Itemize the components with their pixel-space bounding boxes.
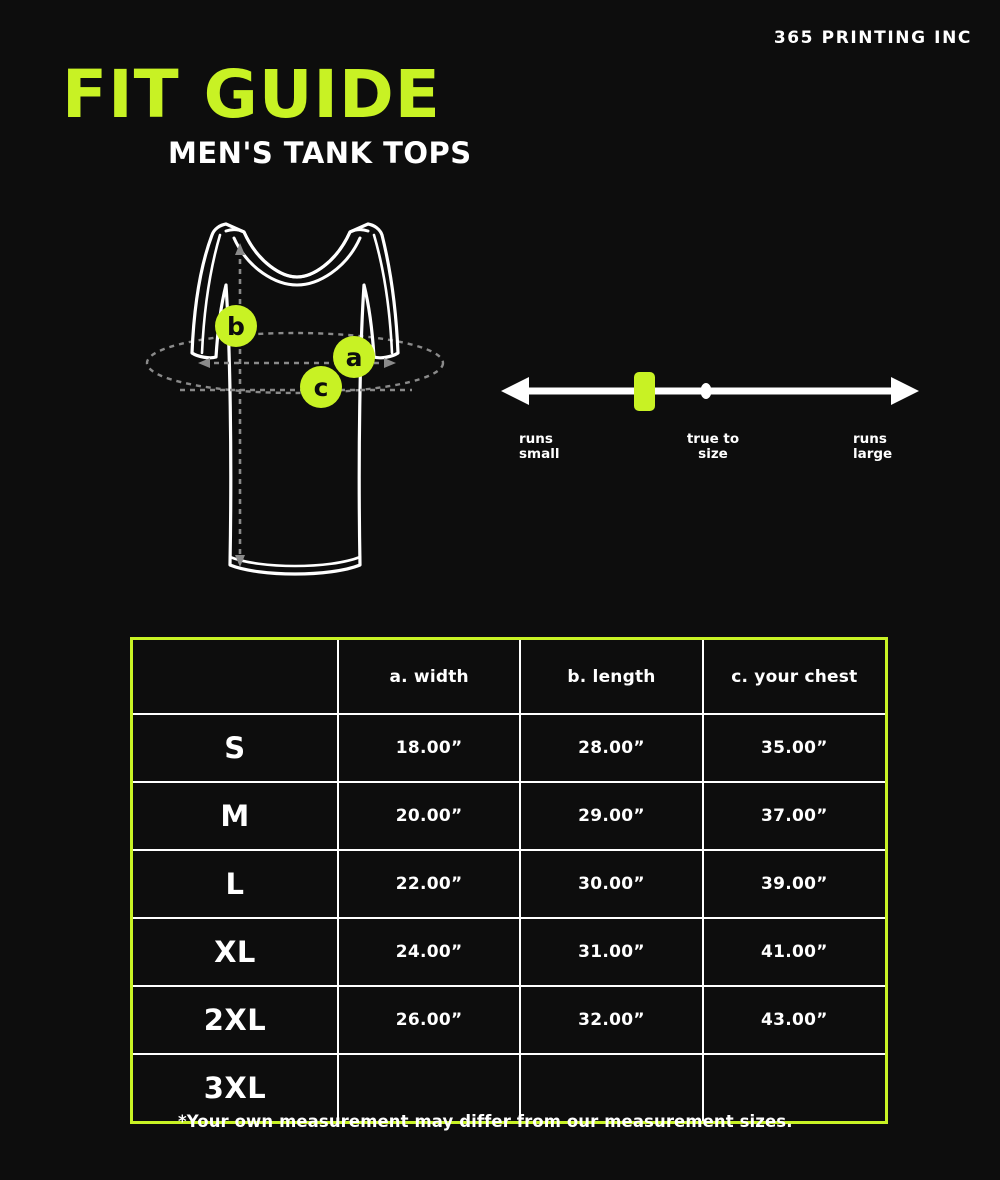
- cell-length: 28.00”: [519, 713, 704, 783]
- cell-length: [519, 1053, 704, 1121]
- cell-chest: 39.00”: [701, 849, 885, 919]
- fit-scale-arrow-right: [891, 377, 919, 405]
- marker-label-b: b: [227, 312, 245, 341]
- length-arrow-top: [235, 243, 245, 255]
- header-chest: c. your chest: [701, 640, 885, 715]
- header-length: b. length: [519, 640, 704, 715]
- cell-size: S: [133, 713, 339, 783]
- marker-badge-a: a: [333, 336, 375, 378]
- size-chart-table: a. width b. length c. your chest S 18.00…: [130, 637, 888, 1124]
- cell-size: L: [133, 849, 339, 919]
- fit-label-runs-large: runs large: [853, 431, 893, 463]
- fit-scale-svg: [501, 372, 919, 411]
- armhole-trim-right: [372, 233, 394, 355]
- width-arrow-left: [198, 358, 210, 368]
- table-row: 3XL: [133, 1053, 885, 1121]
- marker-badge-b: b: [215, 305, 257, 347]
- marker-label-c: c: [314, 373, 329, 402]
- table-row: M 20.00” 29.00” 37.00”: [133, 781, 885, 851]
- length-arrow-bottom: [235, 555, 245, 567]
- true-to-size-dot: [700, 383, 712, 399]
- cell-chest: 41.00”: [701, 917, 885, 987]
- cell-chest: 37.00”: [701, 781, 885, 851]
- cell-size: XL: [133, 917, 339, 987]
- neckline-trim: [224, 228, 370, 279]
- cell-size: 3XL: [133, 1053, 339, 1121]
- cell-size: 2XL: [133, 985, 339, 1055]
- armhole-trim-left: [200, 233, 222, 355]
- table-header-row: a. width b. length c. your chest: [133, 640, 885, 715]
- fit-scale-arrow-left: [501, 377, 529, 405]
- marker-badge-c: c: [300, 366, 342, 408]
- cell-width: 24.00”: [336, 917, 522, 987]
- tank-top-illustration: b a c: [140, 205, 450, 605]
- cell-length: 32.00”: [519, 985, 704, 1055]
- cell-chest: [701, 1053, 885, 1121]
- header-size: [133, 640, 339, 715]
- cell-width: [336, 1053, 522, 1121]
- table-row: XL 24.00” 31.00” 41.00”: [133, 917, 885, 987]
- measurement-disclaimer: *Your own measurement may differ from ou…: [178, 1112, 793, 1131]
- width-arrow-right: [384, 358, 396, 368]
- table-row: 2XL 26.00” 32.00” 43.00”: [133, 985, 885, 1055]
- cell-width: 22.00”: [336, 849, 522, 919]
- header-width: a. width: [336, 640, 522, 715]
- fit-label-runs-small: runs small: [519, 431, 560, 463]
- page-subtitle: MEN'S TANK TOPS: [168, 136, 472, 170]
- cell-size: M: [133, 781, 339, 851]
- brand-logo: 365 PRINTING INC: [773, 28, 972, 48]
- neckline-inner-trim: [232, 236, 362, 287]
- cell-width: 18.00”: [336, 713, 522, 783]
- cell-length: 30.00”: [519, 849, 704, 919]
- table-row: S 18.00” 28.00” 35.00”: [133, 713, 885, 783]
- cell-chest: 43.00”: [701, 985, 885, 1055]
- tank-top-svg: b a c: [145, 222, 445, 576]
- cell-width: 26.00”: [336, 985, 522, 1055]
- cell-length: 31.00”: [519, 917, 704, 987]
- page-title: FIT GUIDE: [62, 56, 441, 133]
- chest-ellipse-guide: [145, 331, 445, 395]
- marker-label-a: a: [346, 343, 363, 372]
- cell-length: 29.00”: [519, 781, 704, 851]
- cell-width: 20.00”: [336, 781, 522, 851]
- fit-position-marker: [634, 372, 655, 411]
- fit-scale: runs small true to size runs large: [495, 360, 925, 475]
- fit-label-true-to-size: true to size: [686, 431, 740, 463]
- size-chart: a. width b. length c. your chest S 18.00…: [133, 640, 885, 1121]
- cell-chest: 35.00”: [701, 713, 885, 783]
- hem-line: [228, 555, 362, 568]
- table-row: L 22.00” 30.00” 39.00”: [133, 849, 885, 919]
